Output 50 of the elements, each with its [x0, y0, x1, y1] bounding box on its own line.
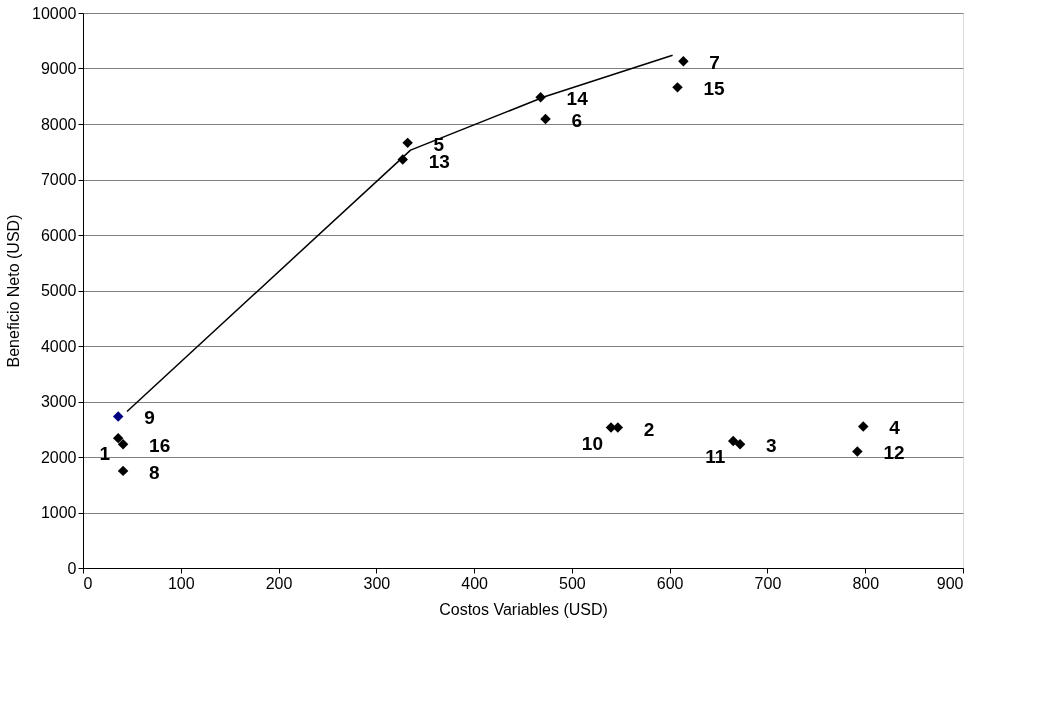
x-tick-label: 500 [559, 574, 586, 592]
annotation: 12 [883, 442, 905, 464]
annotation: 8 [149, 461, 160, 483]
x-tick-label: 100 [167, 574, 195, 592]
y-tick-label: 1000 [40, 504, 77, 521]
x-axis-title: Costos Variables (USD) [439, 600, 608, 618]
y-tick-label: 4000 [40, 337, 77, 355]
y-tick-label: 2000 [40, 448, 77, 466]
y-tick-label: 6000 [40, 226, 77, 244]
annotation: 1 [99, 443, 111, 465]
point [727, 435, 739, 447]
annotation: 14 [566, 88, 589, 110]
y-tick-label: 3000 [40, 393, 77, 410]
point [402, 137, 413, 149]
x-tick-label: 300 [363, 574, 391, 592]
line-series [126, 54, 674, 413]
x-tick-label: 200 [265, 574, 293, 592]
y-tick-label: 0 [67, 559, 77, 577]
annotation: 3 [766, 435, 777, 457]
x-tick-label: 700 [754, 574, 782, 592]
y-tick-label: 9000 [40, 60, 77, 77]
y-tick-label: 8000 [40, 115, 77, 133]
y-axis-title: Beneficio Neto (USD) [5, 214, 23, 368]
annotation: 16 [149, 435, 171, 457]
point [112, 411, 124, 422]
annotation: 6 [571, 110, 583, 132]
annotation: 15 [703, 78, 726, 100]
point [117, 438, 129, 450]
point [540, 113, 551, 125]
annotation: 10 [581, 432, 603, 454]
y-tick-label: 7000 [40, 171, 77, 188]
x-tick-label: 600 [656, 574, 684, 592]
point [858, 421, 869, 432]
annotation: 11 [705, 445, 726, 467]
x-tick-label: 0 [83, 574, 93, 592]
annotation: 2 [643, 418, 655, 440]
point [117, 465, 129, 477]
annotation: 4 [889, 417, 901, 439]
point [678, 56, 689, 67]
annotation: 7 [709, 52, 720, 74]
y-tick-label: 10000 [32, 4, 77, 22]
x-tick-label: 400 [461, 574, 489, 592]
x-tick-label: 800 [852, 574, 880, 592]
point [734, 438, 746, 450]
annotation: 9 [144, 407, 155, 429]
y-tick-label: 5000 [40, 282, 77, 299]
x-tick-label: 900 [936, 574, 964, 592]
point [852, 446, 863, 457]
point [112, 432, 124, 444]
point [672, 82, 683, 93]
